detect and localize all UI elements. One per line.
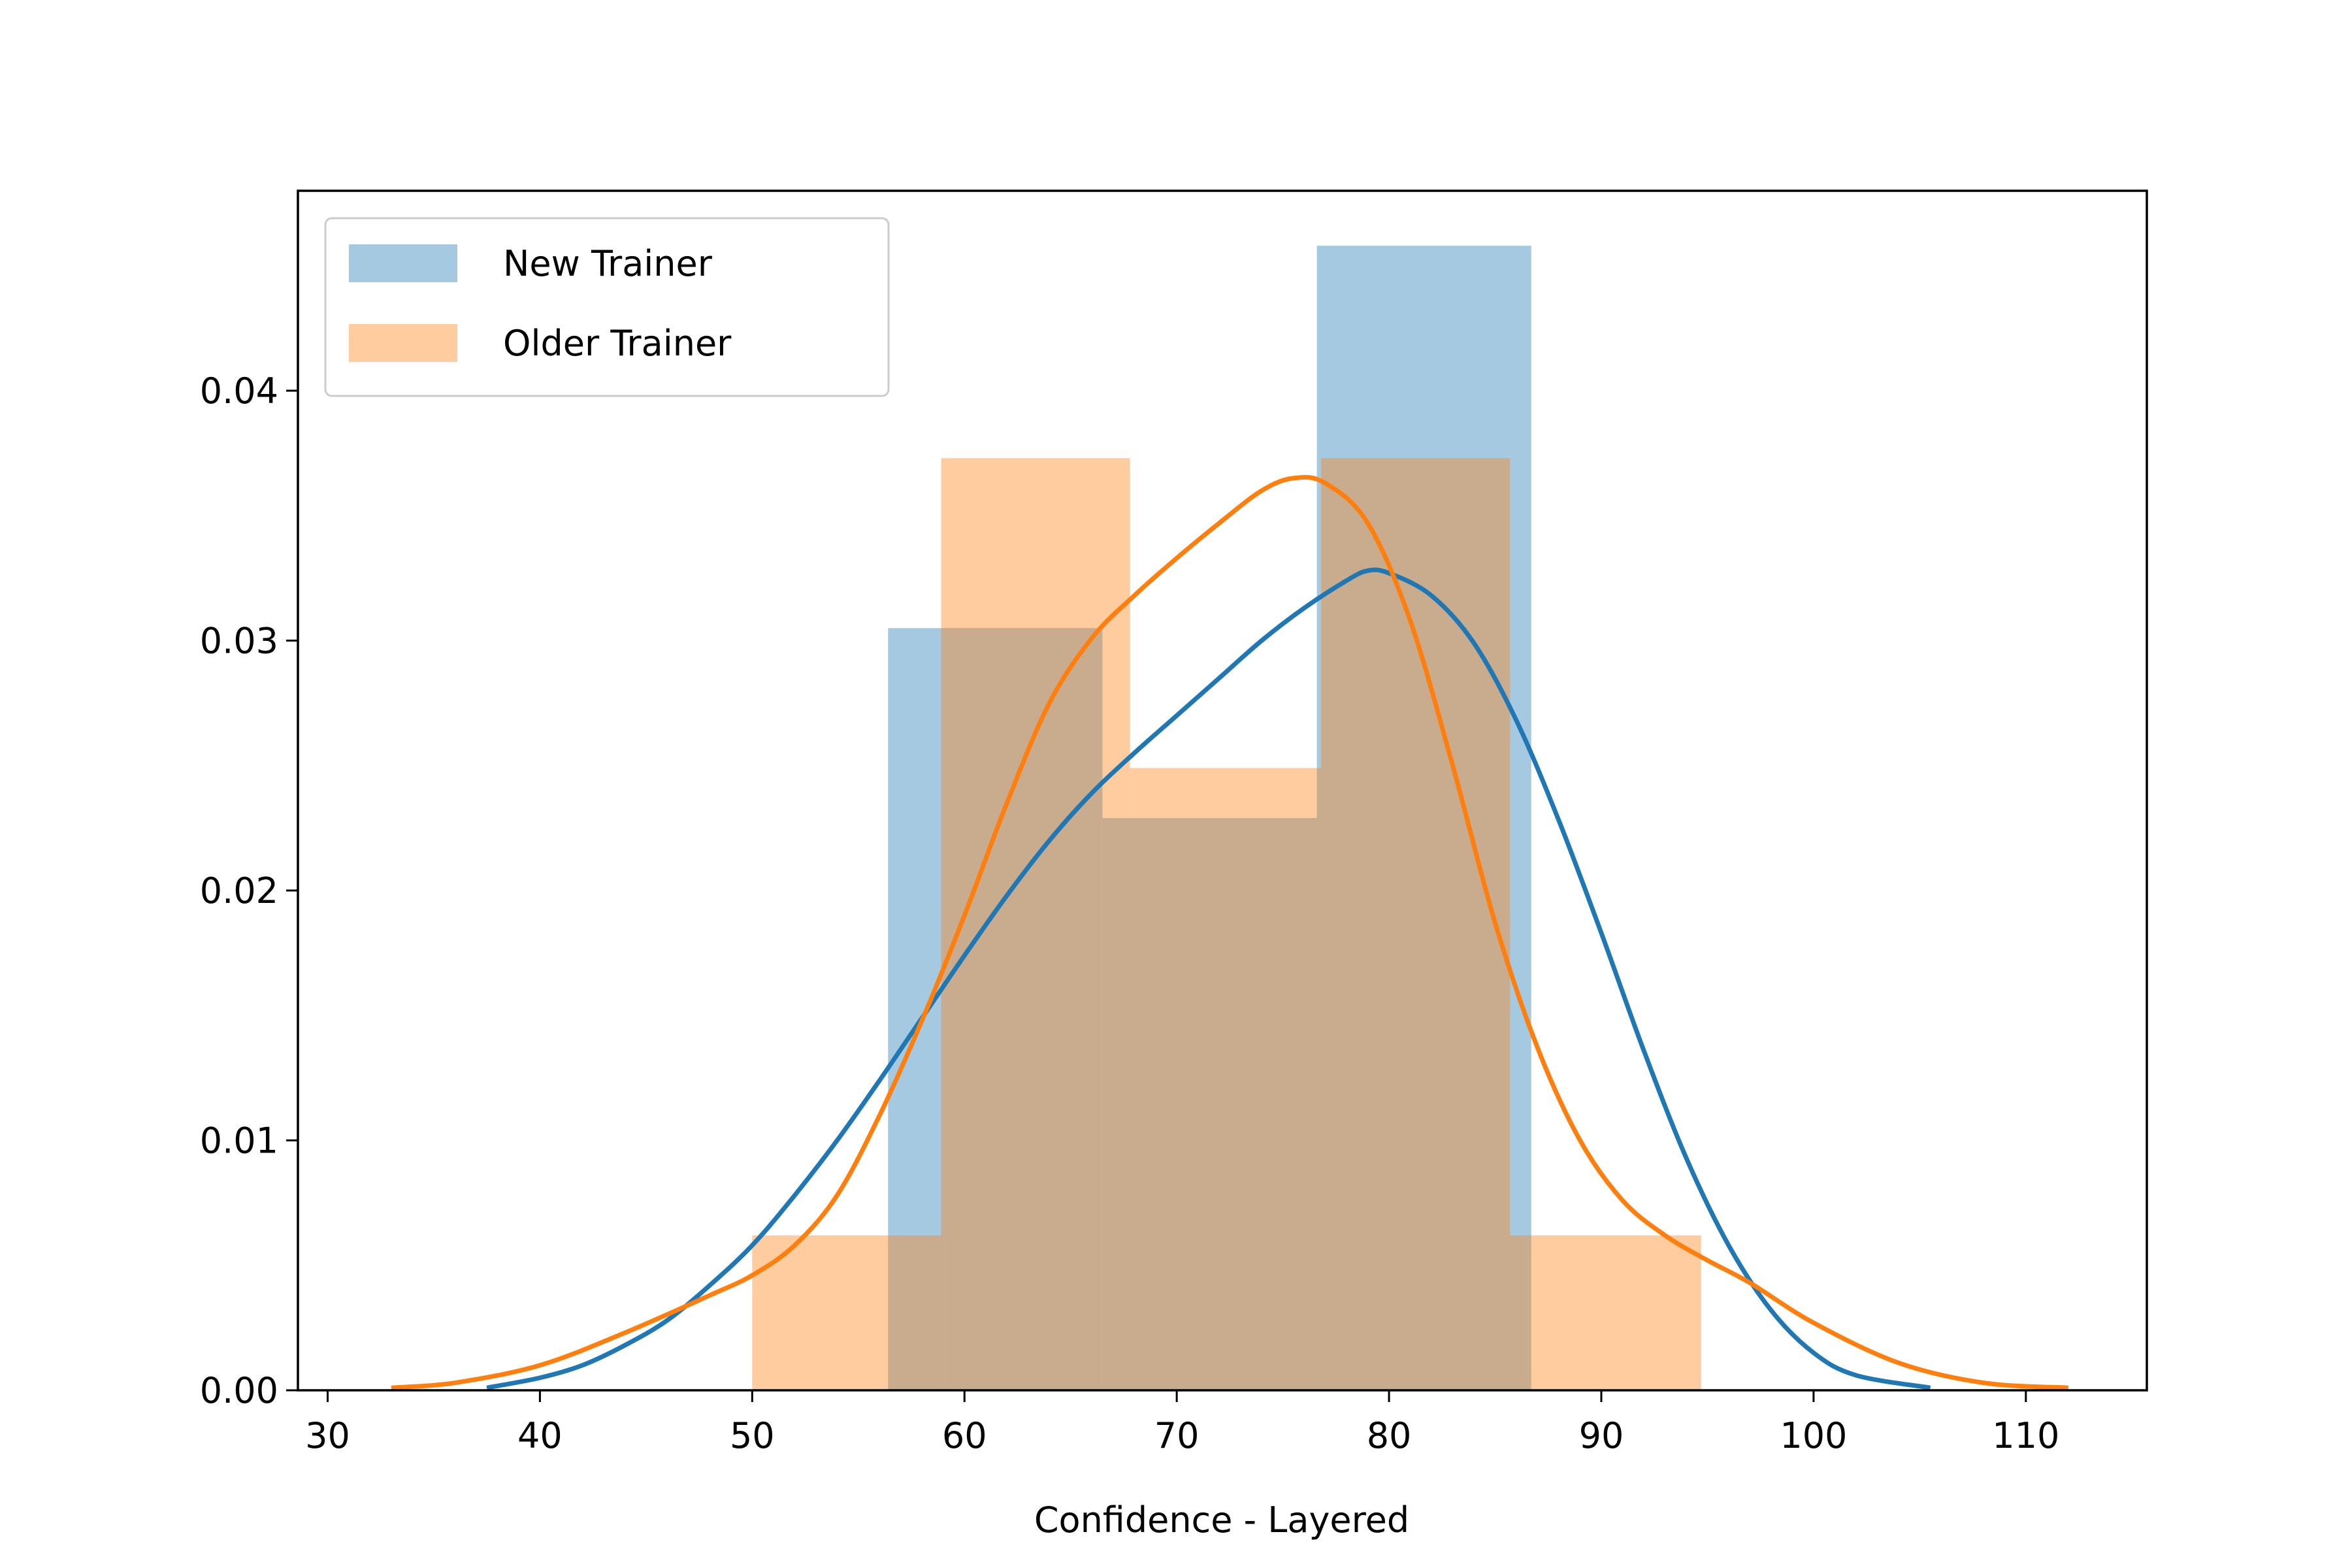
- hist-bar-older-2: [1130, 768, 1322, 1390]
- y-tick-label-4: 0.04: [200, 370, 278, 412]
- x-tick-label-40: 40: [517, 1415, 563, 1456]
- legend-box: [324, 217, 890, 397]
- x-tick-label-110: 110: [1992, 1415, 2059, 1456]
- legend-swatch-older-trainer: [349, 324, 457, 362]
- hist-bar-older-1: [941, 458, 1130, 1390]
- x-tick-label-90: 90: [1579, 1415, 1624, 1456]
- y-tick-label-0: 0.00: [200, 1370, 278, 1411]
- hist-bar-new-2: [1316, 246, 1531, 1390]
- y-tick-label-1: 0.01: [200, 1120, 278, 1162]
- x-tick-label-50: 50: [730, 1415, 775, 1456]
- axes-frame: [297, 189, 2148, 1392]
- x-tick-label-100: 100: [1780, 1415, 1847, 1456]
- y-tick-label-2: 0.02: [200, 870, 278, 911]
- plot-area: 30 40 50 60 70 80 90 100 110 0.00 0.01 0.02 0.03 0.04…: [200, 189, 2148, 1456]
- legend-label-new-trainer: New Trainer: [503, 243, 713, 284]
- kde-line-older-trainer: [391, 474, 2068, 1390]
- legend-swatch-new-trainer: [349, 244, 457, 282]
- hist-bar-new-0: [888, 628, 1103, 1390]
- kde-line-new-trainer: [486, 567, 1931, 1390]
- legend-label-older-trainer: Older Trainer: [503, 323, 732, 364]
- y-tick-label-3: 0.03: [200, 621, 278, 662]
- x-tick-label-30: 30: [305, 1415, 350, 1456]
- x-tick-label-60: 60: [942, 1415, 987, 1456]
- hist-bar-older-0: [752, 1235, 941, 1390]
- x-tick-label-80: 80: [1367, 1415, 1412, 1456]
- hist-bar-new-1: [1102, 818, 1317, 1390]
- hist-bar-older-4: [1510, 1235, 1701, 1390]
- hist-bar-older-3: [1321, 458, 1511, 1390]
- x-axis-label: Confidence - Layered: [1034, 1499, 1409, 1541]
- x-tick-label-70: 70: [1154, 1415, 1200, 1456]
